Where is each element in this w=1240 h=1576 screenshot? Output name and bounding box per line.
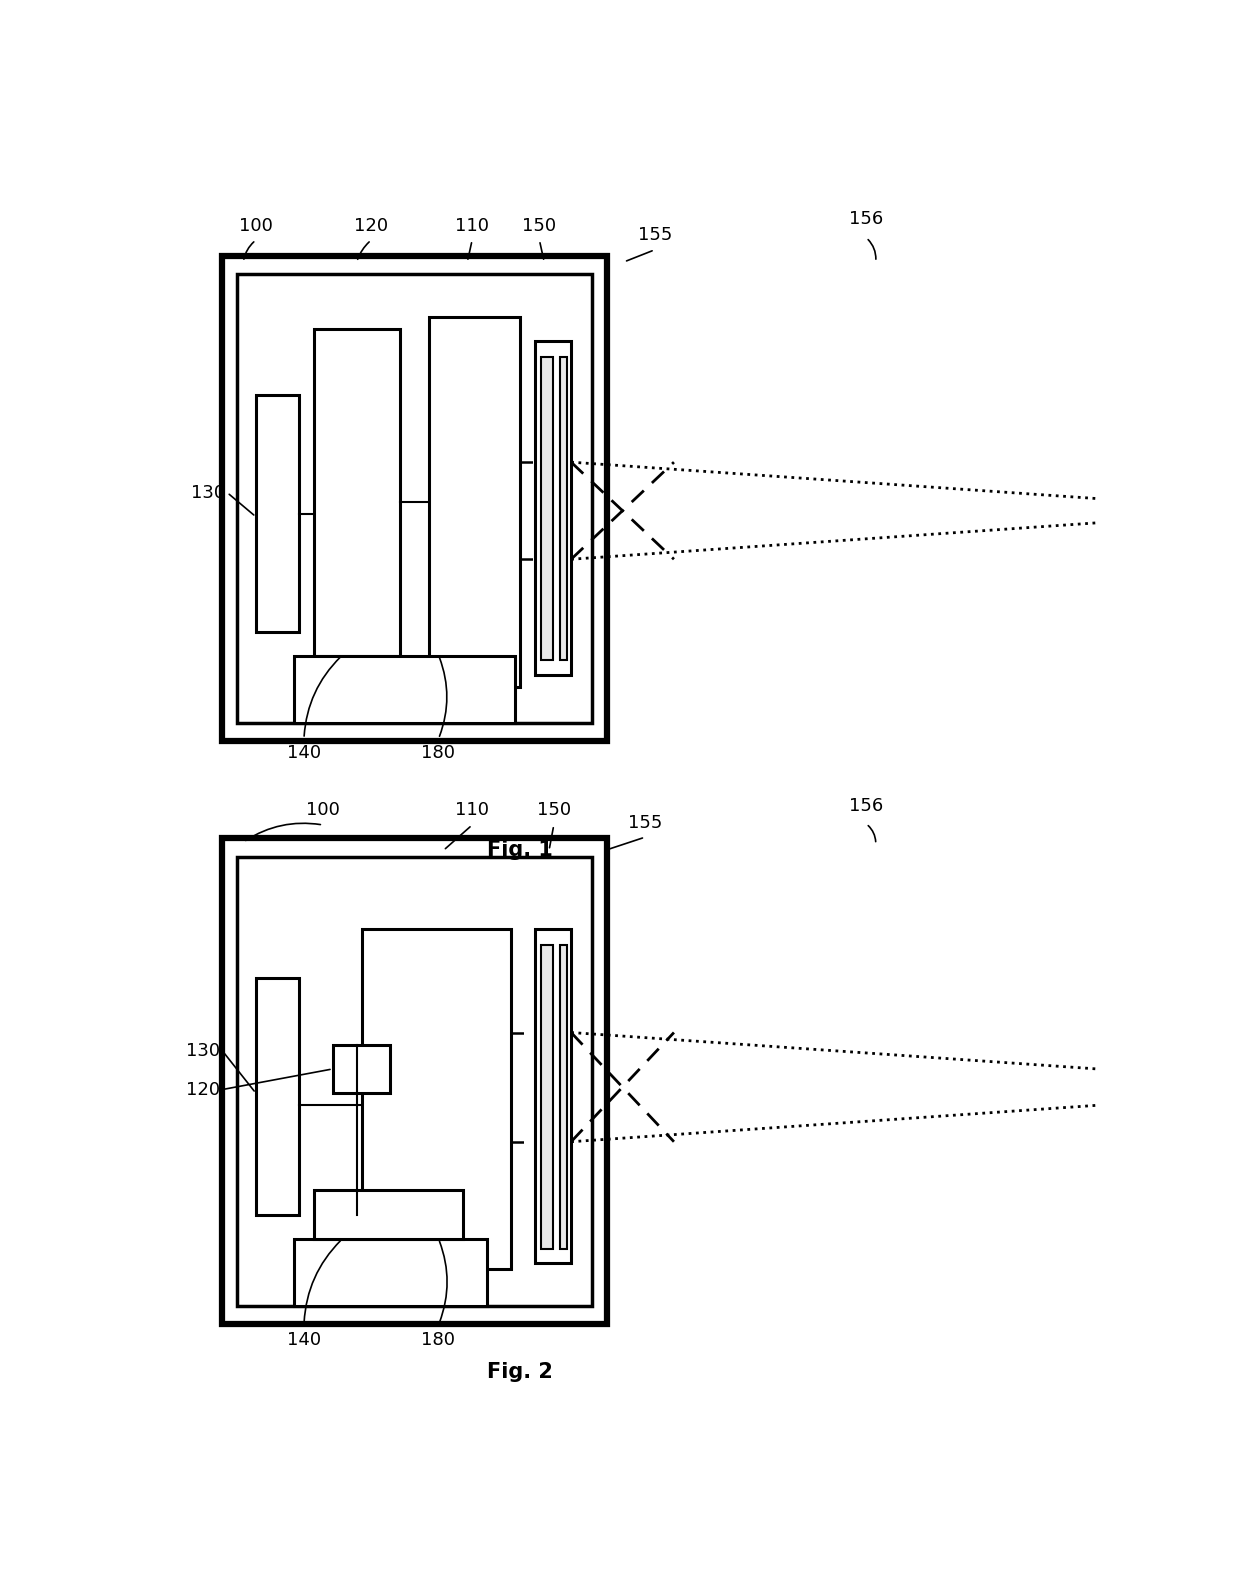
Bar xyxy=(542,946,553,1248)
Text: 155: 155 xyxy=(637,227,672,244)
Bar xyxy=(237,857,593,1305)
Text: 130: 130 xyxy=(191,484,224,501)
Bar xyxy=(534,340,572,675)
Bar xyxy=(314,329,401,656)
Text: Fig. 1: Fig. 1 xyxy=(487,840,553,860)
Text: 156: 156 xyxy=(849,211,883,229)
Text: 120: 120 xyxy=(186,1081,221,1098)
Bar xyxy=(237,274,593,723)
Text: 156: 156 xyxy=(849,796,883,815)
Text: 180: 180 xyxy=(422,1330,455,1349)
Bar xyxy=(534,930,572,1262)
Text: Fig. 2: Fig. 2 xyxy=(487,1362,553,1382)
Bar xyxy=(294,656,516,723)
Bar xyxy=(222,838,606,1324)
Text: 110: 110 xyxy=(455,802,489,820)
Text: 155: 155 xyxy=(627,813,662,832)
Text: 110: 110 xyxy=(455,216,489,235)
Text: 120: 120 xyxy=(355,216,388,235)
Text: 100: 100 xyxy=(239,216,273,235)
Bar xyxy=(255,977,299,1215)
Bar xyxy=(294,1239,486,1305)
Text: 150: 150 xyxy=(522,216,557,235)
Bar xyxy=(332,1045,391,1094)
Bar xyxy=(314,1190,463,1239)
Text: 140: 140 xyxy=(286,1330,321,1349)
Text: 150: 150 xyxy=(537,802,570,820)
Text: 130: 130 xyxy=(186,1042,221,1059)
Bar xyxy=(362,930,511,1269)
Text: 140: 140 xyxy=(286,744,321,763)
Text: 180: 180 xyxy=(422,744,455,763)
Bar xyxy=(429,317,521,687)
Bar xyxy=(222,255,606,741)
Bar xyxy=(559,946,567,1248)
Bar xyxy=(559,356,567,660)
Bar xyxy=(255,396,299,632)
Bar xyxy=(542,356,553,660)
Text: 100: 100 xyxy=(306,802,340,820)
